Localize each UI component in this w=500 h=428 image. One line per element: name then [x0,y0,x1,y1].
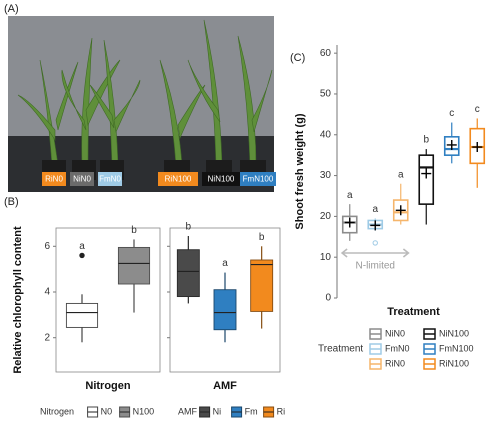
x-axis-title: AMF [213,380,237,392]
significance-letter: b [259,232,265,243]
mean-marker [472,142,483,153]
legend-label: N0 [101,406,113,416]
photo-label-box [70,172,94,186]
legend-label: Ri [277,406,286,416]
legend-label: FmN0 [385,343,410,353]
panel-label: (A) [4,3,19,15]
significance-letter: c [449,108,454,119]
y-axis-title: Shoot fresh weight (g) [294,113,306,229]
legend-title: Treatment [318,344,363,355]
legend-label: Ni [213,406,222,416]
photo-label: NiN0 [73,175,91,184]
y-tick-label: 0 [325,293,331,304]
y-axis-title: Relative chlorophyll content [12,226,24,374]
plot-frame [169,227,281,373]
box [250,259,274,312]
box [117,246,151,285]
mean-marker [344,217,355,228]
outlier [372,240,378,246]
box [418,154,435,205]
photo [8,16,274,192]
photo-label-box [42,172,66,186]
y-tick-label: 40 [320,129,332,140]
legend-label: NiN0 [385,328,405,338]
significance-letter: c [475,104,480,115]
photo-label-box [98,172,122,186]
y-tick-label: 4 [44,287,50,298]
legend-label: Fm [245,406,258,416]
significance-letter: a [222,258,228,269]
photo-label: RiN100 [165,175,192,184]
significance-letter: a [398,169,404,180]
legend-label: RiN100 [439,358,469,368]
legend-title: AMF [178,406,198,416]
y-tick-label: 10 [320,252,332,263]
x-axis-title: Treatment [387,306,440,318]
panel-label: (B) [4,196,19,208]
legend-label: NiN100 [439,328,469,338]
panel-label: (C) [290,52,305,64]
y-tick-label: 20 [320,211,332,222]
box [176,249,200,298]
legend-label: RiN0 [385,358,405,368]
x-axis-title: Nitrogen [85,380,131,392]
photo-label: FmN100 [243,175,274,184]
significance-letter: a [79,241,85,252]
significance-letter: a [347,190,353,201]
significance-letter: b [423,135,429,146]
mean-marker [395,205,406,216]
photo-label-box [158,172,198,186]
outlier [79,252,85,259]
mean-marker [421,168,432,179]
significance-letter: b [131,225,137,236]
box [213,289,237,331]
significance-letter: b [186,222,192,233]
photo-label-box [240,172,276,186]
photo-label: FmN0 [99,175,121,184]
y-tick-label: 60 [320,48,332,59]
mean-marker [370,220,381,231]
annotation: N-limited [356,261,395,272]
legend-label: FmN100 [439,343,474,353]
box [65,302,99,328]
annotation-arrow [340,248,410,258]
legend-title: Nitrogen [40,406,74,416]
y-tick-label: 6 [44,241,50,252]
photo-label: NiN100 [208,175,235,184]
mean-marker [446,139,457,150]
y-tick-label: 50 [320,89,332,100]
plot-frame [55,227,161,373]
photo-label: RiN0 [45,175,63,184]
photo-label-box [202,172,240,186]
significance-letter: a [372,204,378,215]
legend-label: N100 [133,406,155,416]
y-tick-label: 2 [44,332,50,343]
y-tick-label: 30 [320,170,332,181]
